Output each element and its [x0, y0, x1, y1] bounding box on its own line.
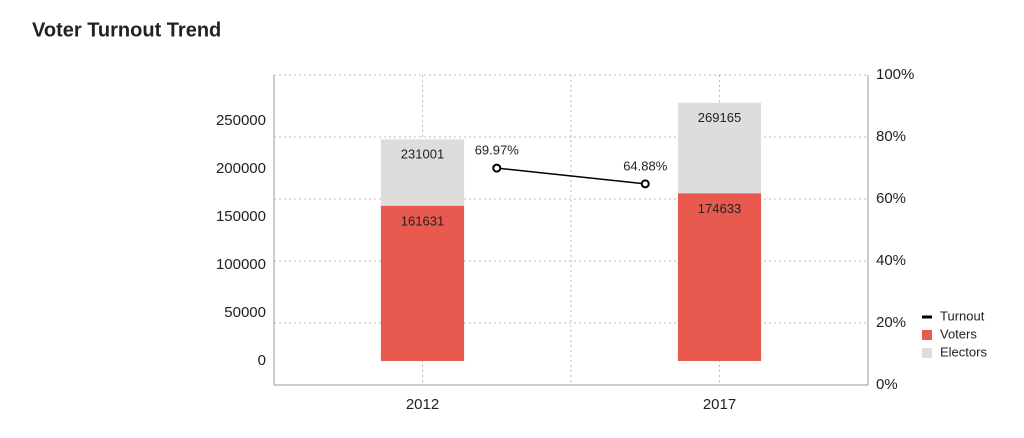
- legend-label: Voters: [940, 326, 977, 341]
- y-tick-label: 100000: [216, 256, 266, 273]
- y2-tick-label: 60%: [876, 190, 906, 207]
- turnout-point: [492, 163, 502, 173]
- turnout-label: 64.88%: [623, 158, 668, 173]
- x-tick-label: 2017: [703, 396, 736, 413]
- y2-tick-label: 0%: [876, 376, 898, 393]
- chart-title: Voter Turnout Trend: [32, 19, 221, 41]
- x-tick-label: 2012: [406, 396, 439, 413]
- bar: [380, 205, 465, 362]
- y-tick-label: 250000: [216, 112, 266, 129]
- y2-tick-label: 100%: [876, 66, 914, 83]
- turnout-label: 69.97%: [475, 143, 520, 158]
- bar-label: 231001: [401, 147, 444, 162]
- y2-tick-label: 20%: [876, 314, 906, 331]
- y2-tick-label: 80%: [876, 128, 906, 145]
- bar-label: 269165: [698, 110, 741, 125]
- bar-label: 174633: [698, 201, 741, 216]
- bar: [677, 193, 762, 362]
- y-tick-label: 150000: [216, 208, 266, 225]
- y-tick-label: 200000: [216, 160, 266, 177]
- y-tick-label: 50000: [224, 304, 266, 321]
- legend-label: Turnout: [940, 308, 985, 323]
- legend-swatch: [922, 330, 932, 340]
- legend-swatch: [922, 348, 932, 358]
- bar-label: 161631: [401, 213, 444, 228]
- y-tick-label: 0: [258, 352, 266, 369]
- turnout-point: [640, 179, 650, 189]
- legend-label: Electors: [940, 344, 987, 359]
- y2-tick-label: 40%: [876, 252, 906, 269]
- turnout-line: [496, 167, 646, 185]
